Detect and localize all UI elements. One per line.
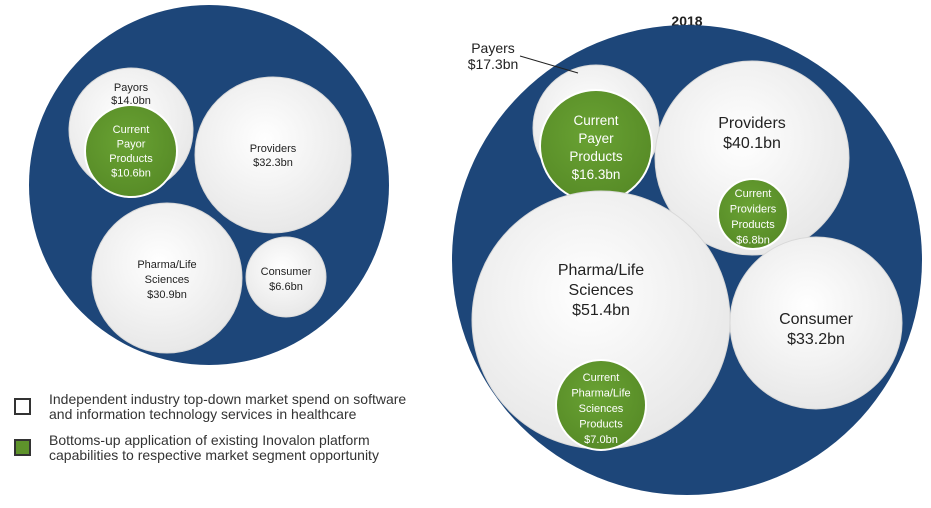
providers-2018-current-products-label: $6.8bn [736, 235, 770, 247]
payers-2018-current-products-label: $16.3bn [572, 167, 621, 182]
payers-2018-current-products-label: Payer [578, 131, 614, 146]
pharma-life-sciences-2014-label: Pharma/Life [137, 259, 196, 271]
consumer-2014-label: $6.6bn [269, 281, 303, 293]
legend-green-swatch [14, 439, 31, 456]
payors-2014-current-products-label: $10.6bn [111, 168, 151, 180]
payers-2018-label: $17.3bn [468, 56, 519, 72]
pharma-life-sciences-2018-label: Pharma/Life [558, 262, 644, 279]
providers-2018-label: $40.1bn [723, 135, 781, 152]
providers-2018-current-products-label: Providers [730, 204, 777, 216]
payors-2014-label: Payors [114, 82, 149, 94]
providers-2018-label: Providers [718, 115, 786, 132]
pharma-life-sciences-2018-current-products-label: $7.0bn [584, 434, 618, 446]
providers-2018-current-products-label: Current [735, 188, 772, 200]
chart-title-2018: 2018 [671, 13, 702, 29]
payors-2014-current-products-label: Products [109, 153, 153, 165]
pharma-life-sciences-2014-label: $30.9bn [147, 289, 187, 301]
legend-line: and information technology services in h… [49, 406, 357, 422]
pharma-life-sciences-2018-current-products-label: Pharma/Life [571, 388, 630, 400]
providers-2014-bubble [194, 76, 352, 234]
payors-2014-current-products-label: Current [113, 124, 150, 136]
consumer-2018-label: $33.2bn [787, 331, 845, 348]
payers-2018-leader-line [519, 55, 579, 74]
pharma-life-sciences-2018-label: Sciences [569, 282, 634, 299]
pharma-life-sciences-2018-label: $51.4bn [572, 302, 630, 319]
providers-2018-current-products-label: Products [731, 219, 775, 231]
pharma-life-sciences-2018-current-products-label: Products [579, 419, 623, 431]
pharma-life-sciences-2018-current-products-label: Current [583, 372, 620, 384]
legend-line: capabilities to respective market segmen… [49, 447, 379, 463]
providers-2014-label: Providers [250, 143, 297, 155]
consumer-2018-label: Consumer [779, 311, 853, 328]
pharma-life-sciences-2014-label: Sciences [145, 274, 190, 286]
providers-2018-current-products-bubble [717, 178, 789, 250]
legend-white-swatch [14, 398, 31, 415]
consumer-2014-label: Consumer [261, 266, 312, 278]
payers-2018-current-products-label: Products [569, 149, 623, 164]
payors-2014-label: $14.0bn [111, 95, 151, 107]
payors-2014-current-products-label: Payor [117, 139, 146, 151]
pharma-life-sciences-2018-current-products-bubble [555, 359, 647, 451]
payors-2014-current-products-bubble [84, 104, 178, 198]
payers-2018-current-products-label: Current [573, 113, 618, 128]
providers-2014-label: $32.3bn [253, 157, 293, 169]
payers-2018-label: Payers [471, 40, 515, 56]
pharma-life-sciences-2018-current-products-label: Sciences [579, 403, 624, 415]
consumer-2014-bubble [245, 236, 327, 318]
legend-line: Bottoms-up application of existing Inova… [49, 432, 370, 448]
pharma-life-sciences-2014-bubble [91, 202, 243, 354]
consumer-2018-bubble [729, 236, 903, 410]
providers-2018-bubble [654, 60, 850, 256]
legend-line: Independent industry top-down market spe… [49, 391, 407, 407]
payers-2018-current-products-bubble [539, 89, 653, 203]
